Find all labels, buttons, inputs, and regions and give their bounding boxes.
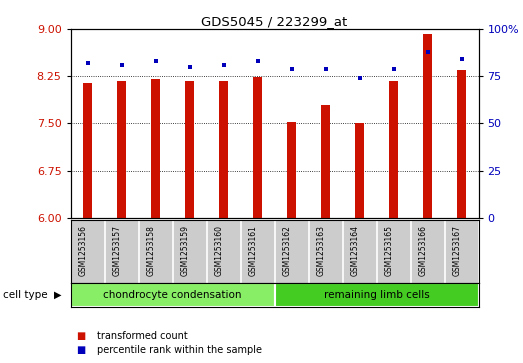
Text: GSM1253165: GSM1253165: [384, 225, 393, 276]
Text: GSM1253157: GSM1253157: [112, 225, 121, 276]
Point: [185, 64, 194, 70]
Text: percentile rank within the sample: percentile rank within the sample: [97, 345, 262, 355]
Title: GDS5045 / 223299_at: GDS5045 / 223299_at: [201, 15, 348, 28]
Bar: [275, 283, 479, 307]
Bar: [389, 81, 398, 218]
Text: GSM1253159: GSM1253159: [180, 225, 189, 276]
Point: [321, 66, 329, 72]
Text: ■: ■: [76, 331, 85, 341]
Point: [287, 66, 295, 72]
Bar: [355, 123, 364, 218]
Text: GSM1253156: GSM1253156: [78, 225, 88, 276]
Bar: [185, 81, 194, 218]
Text: GSM1253167: GSM1253167: [452, 225, 461, 276]
Text: cell type: cell type: [3, 290, 47, 300]
Text: GSM1253162: GSM1253162: [282, 225, 292, 276]
Point: [151, 58, 160, 64]
Bar: [423, 34, 432, 218]
Text: remaining limb cells: remaining limb cells: [324, 290, 429, 300]
Bar: [321, 105, 330, 218]
Point: [253, 58, 262, 64]
Bar: [253, 77, 262, 218]
Text: GSM1253164: GSM1253164: [350, 225, 360, 276]
Point: [423, 49, 431, 54]
Point: [457, 56, 465, 62]
Bar: [71, 283, 275, 307]
Text: GSM1253163: GSM1253163: [316, 225, 325, 276]
Text: ■: ■: [76, 345, 85, 355]
Bar: [287, 122, 296, 218]
Text: ▶: ▶: [54, 290, 61, 300]
Text: GSM1253161: GSM1253161: [248, 225, 257, 276]
Bar: [117, 81, 126, 218]
Point: [389, 66, 397, 72]
Point: [355, 75, 363, 81]
Text: chondrocyte condensation: chondrocyte condensation: [104, 290, 242, 300]
Text: GSM1253166: GSM1253166: [418, 225, 428, 276]
Text: GSM1253158: GSM1253158: [146, 225, 156, 276]
Bar: [151, 79, 160, 218]
Bar: [219, 81, 228, 218]
Point: [117, 62, 126, 68]
Point: [219, 62, 228, 68]
Point: [83, 60, 92, 66]
Bar: [83, 82, 92, 218]
Bar: [457, 70, 466, 218]
Text: GSM1253160: GSM1253160: [214, 225, 223, 276]
Text: transformed count: transformed count: [97, 331, 188, 341]
